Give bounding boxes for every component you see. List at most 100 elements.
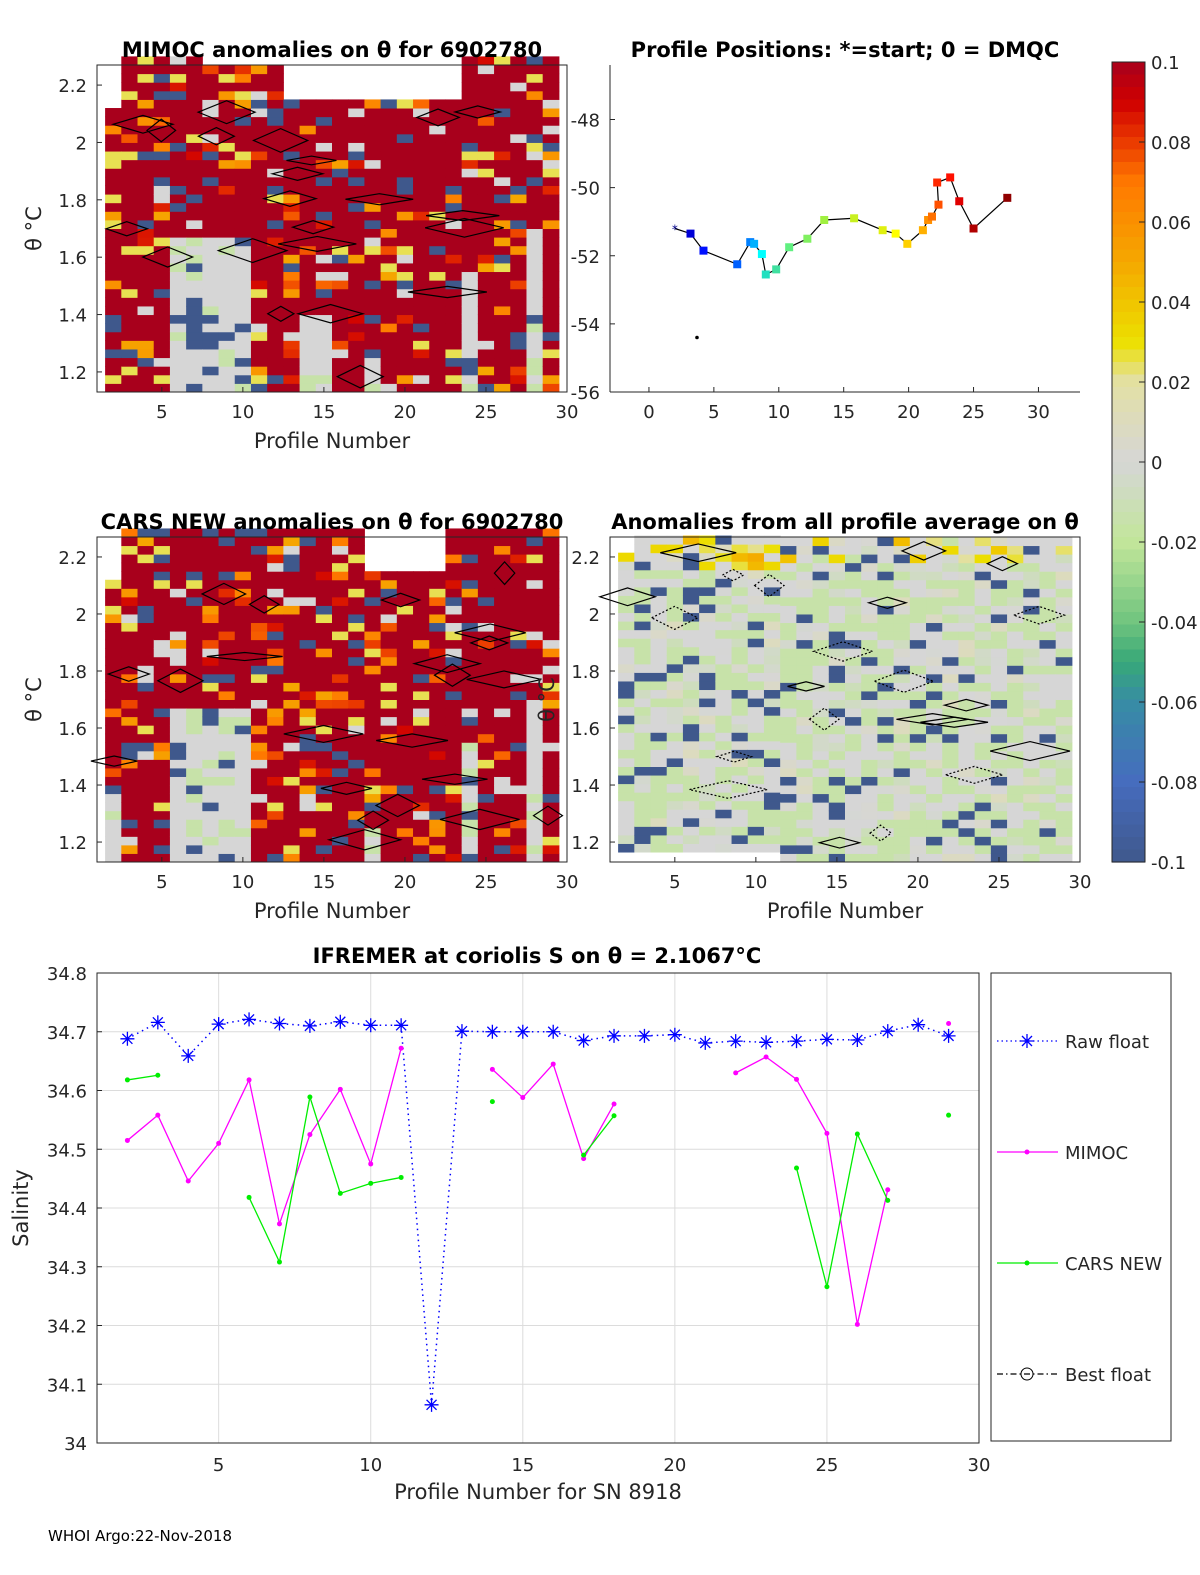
heatmap-cell	[218, 639, 236, 649]
heatmap-cell	[267, 219, 284, 229]
heatmap-cell	[121, 237, 139, 247]
heatmap-cell	[926, 827, 943, 837]
heatmap-cell	[666, 655, 684, 665]
heatmap-cell	[477, 348, 495, 359]
heatmap-cell	[861, 579, 878, 589]
heatmap-cell	[461, 374, 479, 384]
heatmap-cell	[634, 800, 652, 810]
heatmap-cell	[364, 656, 382, 666]
heatmap-cell	[1055, 733, 1073, 743]
heatmap-cell	[682, 672, 700, 682]
heatmap-cell	[202, 82, 220, 92]
heatmap-cell	[893, 819, 911, 829]
heatmap-cell	[380, 853, 398, 863]
data-point-cars-new	[854, 1131, 860, 1137]
heatmap-cell	[731, 740, 749, 750]
heatmap-cell	[494, 579, 511, 589]
heatmap-cell	[348, 810, 365, 820]
heatmap-cell	[121, 622, 139, 632]
heatmap-cell	[218, 605, 236, 615]
heatmap-cell	[1007, 759, 1024, 769]
heatmap-cell	[812, 562, 830, 572]
heatmap-cell	[747, 561, 765, 571]
heatmap-cell	[796, 673, 814, 683]
heatmap-cell	[299, 357, 317, 367]
heatmap-cell	[105, 357, 122, 367]
heatmap-cell	[169, 73, 187, 83]
heatmap-cell	[909, 759, 927, 769]
heatmap-cell	[699, 544, 716, 554]
raw-float-marker	[181, 1048, 196, 1063]
heatmap-cell	[958, 810, 976, 820]
contour-line	[866, 596, 909, 610]
heatmap-cell	[218, 562, 236, 572]
heatmap-cell	[477, 280, 495, 290]
heatmap-cell	[510, 90, 527, 100]
heatmap-cell	[526, 271, 544, 281]
heatmap-cell	[926, 716, 943, 726]
colorbar-tick-label: -0.1	[1151, 853, 1186, 874]
heatmap-cell	[796, 656, 814, 666]
heatmap-cell	[364, 151, 382, 161]
heatmap-cell	[169, 271, 187, 281]
heatmap-cell	[348, 348, 365, 359]
heatmap-cell	[153, 639, 171, 649]
heatmap-cell	[666, 766, 684, 776]
heatmap-cell	[137, 280, 155, 290]
heatmap-cell	[413, 588, 430, 598]
heatmap-cell	[845, 588, 862, 598]
heatmap-cell	[634, 826, 652, 836]
heatmap-cell	[731, 749, 749, 759]
heatmap-cell	[510, 185, 527, 195]
heatmap-cell	[731, 715, 749, 725]
heatmap-cell	[682, 826, 700, 836]
heatmap-cell	[348, 571, 365, 581]
heatmap-cell	[699, 680, 716, 691]
heatmap-cell	[283, 374, 301, 384]
heatmap-cell	[299, 725, 317, 735]
heatmap-cell	[267, 836, 284, 846]
heatmap-cell	[1023, 699, 1040, 709]
y-axis-label: θ °C	[22, 677, 46, 722]
heatmap-cell	[477, 108, 495, 118]
heatmap-cell	[828, 605, 846, 615]
heatmap-cell	[666, 732, 684, 742]
colorbar-swatch	[1112, 637, 1145, 651]
heatmap-cell	[137, 793, 155, 803]
heatmap-cell	[169, 785, 187, 795]
heatmap-cell	[234, 271, 252, 281]
heatmap-cell	[234, 125, 252, 135]
heatmap-cell	[121, 133, 139, 143]
heatmap-cell	[315, 819, 333, 829]
heatmap-cell	[332, 750, 349, 760]
contour-line	[106, 666, 152, 682]
heatmap-cell	[121, 528, 139, 538]
heatmap-cell	[510, 605, 527, 615]
contour-line	[896, 713, 969, 726]
heatmap-cell	[510, 613, 527, 624]
heatmap-cell	[186, 528, 203, 538]
heatmap-cell	[666, 843, 684, 853]
heatmap-cell	[137, 759, 155, 769]
heatmap-cell	[169, 176, 187, 186]
heatmap-cell	[526, 528, 544, 538]
heatmap-cell	[169, 374, 187, 384]
heatmap-cell	[682, 706, 700, 716]
heatmap-cell	[812, 554, 830, 564]
heatmap-cell	[153, 211, 171, 221]
heatmap-cell	[380, 588, 398, 598]
heatmap-cell	[682, 723, 700, 733]
heatmap-cell	[494, 793, 511, 803]
heatmap-cell	[461, 793, 479, 803]
heatmap-cell	[267, 99, 284, 109]
heatmap-cell	[267, 340, 284, 350]
heatmap-cell	[105, 759, 122, 769]
heatmap-cell	[510, 725, 527, 735]
heatmap-cell	[763, 800, 781, 810]
heatmap-cell	[828, 759, 846, 769]
heatmap-cell	[1007, 802, 1024, 812]
heatmap-cell	[186, 733, 203, 743]
heatmap-cell	[828, 537, 846, 547]
colorbar-swatch	[1112, 112, 1145, 126]
heatmap-cell	[202, 262, 220, 273]
